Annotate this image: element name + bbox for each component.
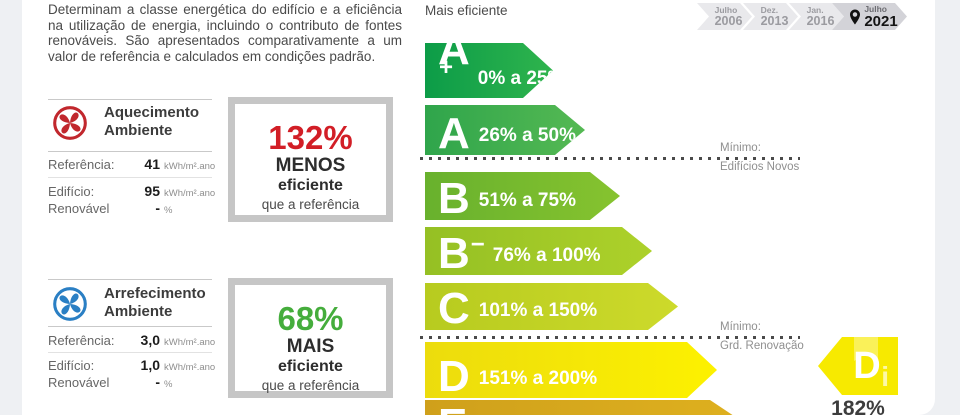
reference-row: Referência: 3,0 kWh/m².ano <box>48 332 216 348</box>
energy-bar-b: B 51% a 75% <box>425 172 620 220</box>
timeline-month: Julho <box>714 4 738 15</box>
bar-grade-label: C <box>438 284 470 333</box>
divider <box>48 352 212 353</box>
row-value: 3,0 <box>140 332 160 348</box>
divider <box>48 99 212 100</box>
threshold-title: Mínimo: <box>720 321 761 333</box>
threshold-line-new-buildings <box>420 157 800 160</box>
divider <box>48 279 212 280</box>
timeline-year: 2013 <box>760 13 789 28</box>
bar-grade-label: A+ <box>438 25 470 81</box>
bar-grade-label: D <box>438 352 470 401</box>
divider <box>48 177 212 178</box>
row-label: Edifício: <box>48 358 95 373</box>
comparison-direction: MAIS <box>286 336 335 357</box>
bar-range-label: 76% a 100% <box>492 245 601 266</box>
threshold-title: Mínimo: <box>720 142 761 154</box>
row-unit: % <box>164 205 173 216</box>
comparison-suffix: que a referência <box>261 197 360 212</box>
timeline-year: 2006 <box>714 13 743 28</box>
timeline-year: 2021 <box>864 12 898 30</box>
row-unit: kWh/m².ano <box>164 188 216 199</box>
cooling-panel-title: Arrefecimento Ambiente <box>104 285 206 321</box>
panel-title-line1: Arrefecimento <box>104 285 206 302</box>
bar-grade-label: A <box>438 109 470 158</box>
location-pin-icon <box>849 9 861 25</box>
divider <box>48 151 212 152</box>
row-unit: % <box>164 379 173 390</box>
timeline-month: Julho <box>864 3 887 14</box>
comparison-percent: 68% <box>277 300 344 337</box>
comparison-suffix: que a referência <box>261 378 360 393</box>
row-unit: kWh/m².ano <box>164 337 216 348</box>
cooling-comparison-box: 68% MAIS eficiente que a referência <box>228 278 393 398</box>
result-percent: 182% <box>831 397 885 415</box>
bar-range-label: 51% a 75% <box>478 190 576 211</box>
row-label: Renovável <box>48 201 110 216</box>
cooling-fan-icon <box>53 287 87 321</box>
energy-bar-a: A 26% a 50% <box>425 105 585 155</box>
row-label: Edifício: <box>48 184 95 199</box>
heating-fan-icon <box>53 106 87 140</box>
reference-row: Referência: 41 kWh/m².ano <box>48 156 216 172</box>
bar-grade-label: E <box>425 400 468 415</box>
timeline-step-2006: Julho 2006 <box>697 3 752 30</box>
threshold-subtitle: Grd. Renovação <box>720 340 804 352</box>
row-unit: kWh/m².ano <box>164 362 216 373</box>
building-row: Edifício: 1,0 kWh/m².ano <box>48 357 216 373</box>
row-value: 1,0 <box>140 357 160 373</box>
energy-bar-d: D 151% a 200% <box>425 342 717 398</box>
panel-title-line2: Ambiente <box>104 303 173 320</box>
watermark-letter: i <box>881 361 889 392</box>
building-row: Edifício: 95 kWh/m².ano <box>48 183 216 199</box>
bar-range-label: 0% a 25% <box>477 68 565 89</box>
certificate-card: Determinam a classe energética do edifíc… <box>22 0 935 415</box>
bar-grade-label: B− <box>438 229 485 278</box>
threshold-line-major-renovation <box>420 336 800 339</box>
panel-title-line2: Ambiente <box>104 122 173 139</box>
row-label: Referência: <box>48 333 115 348</box>
bar-grade-label: B <box>438 174 470 223</box>
heating-comparison-box: 132% MENOS eficiente que a referência <box>228 97 393 222</box>
comparison-percent: 132% <box>268 119 353 156</box>
panel-title-line1: Aquecimento <box>104 104 200 121</box>
row-value: 41 <box>144 156 160 172</box>
renewable-row: Renovável - % <box>48 374 216 390</box>
energy-bar-e: E <box>425 400 740 415</box>
energy-bar-a-plus: A+ 0% a 25% <box>425 43 553 98</box>
heating-panel-title: Aquecimento Ambiente <box>104 104 199 140</box>
comparison-direction: MENOS <box>275 155 346 176</box>
timeline-year: 2016 <box>806 13 835 28</box>
renewable-row: Renovável - % <box>48 200 216 216</box>
bar-range-label: 101% a 150% <box>478 300 598 321</box>
timeline-month: Jan. <box>806 4 824 15</box>
timeline-month: Dez. <box>760 4 779 15</box>
bar-range-label <box>468 400 476 408</box>
energy-bar-b-minus: B− 76% a 100% <box>425 227 652 275</box>
bar-range-label: 26% a 50% <box>478 125 576 146</box>
energy-bar-c: C 101% a 150% <box>425 283 678 330</box>
divider <box>48 326 212 327</box>
row-value: - <box>155 374 160 390</box>
result-class-marker: D i <box>818 337 898 395</box>
intro-text: Determinam a classe energética do edifíc… <box>48 2 402 64</box>
row-value: 95 <box>144 183 160 199</box>
threshold-subtitle: Edifícios Novos <box>720 161 800 173</box>
row-label: Referência: <box>48 157 115 172</box>
timeline-step-2021: Julho 2021 <box>832 3 907 30</box>
row-value: - <box>155 200 160 216</box>
scale-header: Mais eficiente <box>425 3 508 18</box>
row-unit: kWh/m².ano <box>164 161 216 172</box>
bar-range-label: 151% a 200% <box>478 368 598 389</box>
comparison-word: eficiente <box>278 177 343 194</box>
result-class-letter: D <box>853 344 881 387</box>
comparison-word: eficiente <box>278 358 343 375</box>
row-label: Renovável <box>48 375 110 390</box>
